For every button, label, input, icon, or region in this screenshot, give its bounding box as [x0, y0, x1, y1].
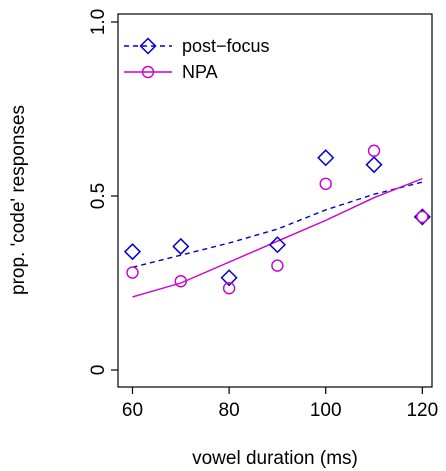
data-point [365, 156, 383, 174]
data-point [416, 210, 429, 224]
data-point [222, 282, 236, 295]
legend-marker [141, 65, 155, 79]
data-point [319, 177, 332, 191]
data-point [172, 237, 190, 256]
legend-label: NPA [182, 62, 218, 82]
data-point [220, 269, 238, 287]
fit-line [132, 181, 423, 268]
x-tick-label: 80 [219, 400, 240, 421]
x-axis-label: vowel duration (ms) [192, 448, 358, 469]
y-tick-label: 0 [88, 365, 109, 376]
data-point [174, 275, 188, 288]
fit-lines [132, 177, 423, 298]
x-tick-label: 60 [122, 400, 143, 421]
legend-marker [139, 37, 157, 55]
data-point [126, 266, 139, 279]
x-tick-label: 100 [310, 400, 342, 421]
data-point [268, 236, 286, 254]
y-axis-label: prop. 'code' responses [8, 105, 29, 295]
data-point [317, 149, 335, 167]
y-axis: 0 0.5 1.0 [88, 9, 118, 376]
data-point [271, 259, 284, 272]
legend-label: post−focus [182, 36, 270, 56]
legend: post−focus NPA [124, 36, 270, 82]
y-tick-label: 0.5 [88, 183, 109, 209]
y-tick-label: 1.0 [88, 9, 109, 35]
fit-line [132, 177, 423, 298]
plot-frame [117, 13, 433, 388]
data-points [123, 144, 431, 295]
data-point [123, 243, 142, 261]
x-tick-label: 120 [406, 400, 438, 421]
data-point [367, 144, 381, 157]
x-axis: 60 80 100 120 [122, 387, 438, 421]
